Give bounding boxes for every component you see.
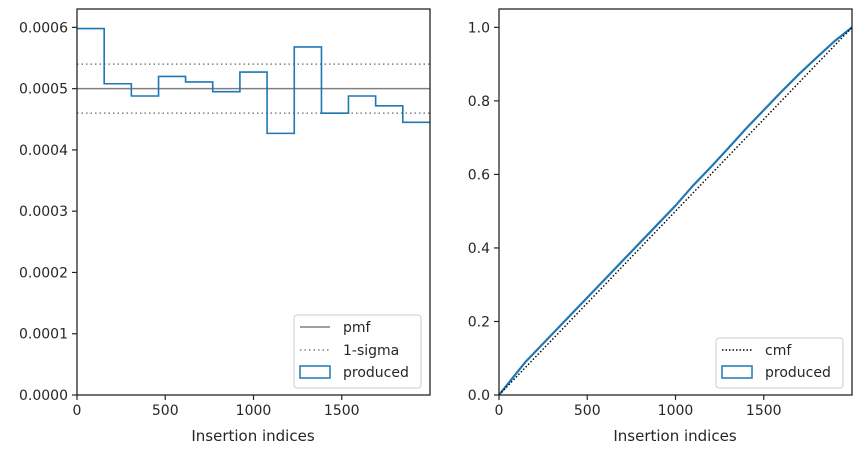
right-y-tick-label: 0.2 (468, 314, 490, 330)
left-legend: pmf 1-sigma produced (293, 314, 422, 389)
legend-produced-patch (299, 365, 331, 379)
legend-sigma-label: 1-sigma (343, 343, 399, 359)
right-y-tick-label: 0.4 (468, 241, 490, 257)
legend-pmf-label: pmf (343, 320, 372, 336)
left-x-axis-label: Insertion indices (191, 427, 314, 445)
cmf-line (498, 26, 853, 396)
left-y-tick-label: 0.0005 (19, 82, 68, 98)
left-y-tick-label: 0.0003 (19, 204, 68, 220)
left-x-tick-label: 1500 (324, 403, 360, 419)
right-y-tick-label: 0.0 (468, 388, 490, 404)
left-x-tick-label: 1000 (236, 403, 272, 419)
left-y-tick-label: 0.0001 (19, 327, 68, 343)
right-plot-frame (498, 8, 853, 396)
right-x-axis-label: Insertion indices (613, 427, 736, 445)
right-x-tick-label: 500 (574, 403, 601, 419)
cmf-chart: 0 500 1000 1500 0.0 0.2 0.4 0.6 0.8 1.0 Insertio… (468, 8, 853, 445)
left-plot-frame (76, 8, 431, 396)
produced-cmf-line (498, 26, 853, 396)
right-x-tick-label: 1000 (658, 403, 694, 419)
left-legend-box (293, 314, 422, 389)
right-legend: cmf produced (715, 337, 844, 389)
right-y-tick-label: 0.6 (468, 167, 490, 183)
right-y-tick-label: 1.0 (468, 20, 490, 36)
right-x-tick-label: 0 (495, 403, 504, 419)
produced-histogram-step (77, 27, 430, 135)
left-y-tick-label: 0.0006 (19, 20, 68, 36)
legend-produced-label-right: produced (765, 365, 831, 381)
legend-cmf-label: cmf (765, 343, 792, 359)
left-x-tick-label: 500 (152, 403, 179, 419)
left-y-tick-label: 0.0002 (19, 265, 68, 281)
legend-produced-patch-right (721, 365, 753, 379)
right-x-tick-label: 1500 (746, 403, 782, 419)
left-y-tick-label: 0.0000 (19, 388, 68, 404)
pmf-histogram-chart: 0 500 1000 1500 0.0000 0.0001 0.0002 0.0003 0.0… (19, 8, 431, 445)
right-y-tick-label: 0.8 (468, 94, 490, 110)
left-y-tick-label: 0.0004 (19, 143, 68, 159)
legend-produced-label: produced (343, 365, 409, 381)
left-x-tick-label: 0 (73, 403, 82, 419)
